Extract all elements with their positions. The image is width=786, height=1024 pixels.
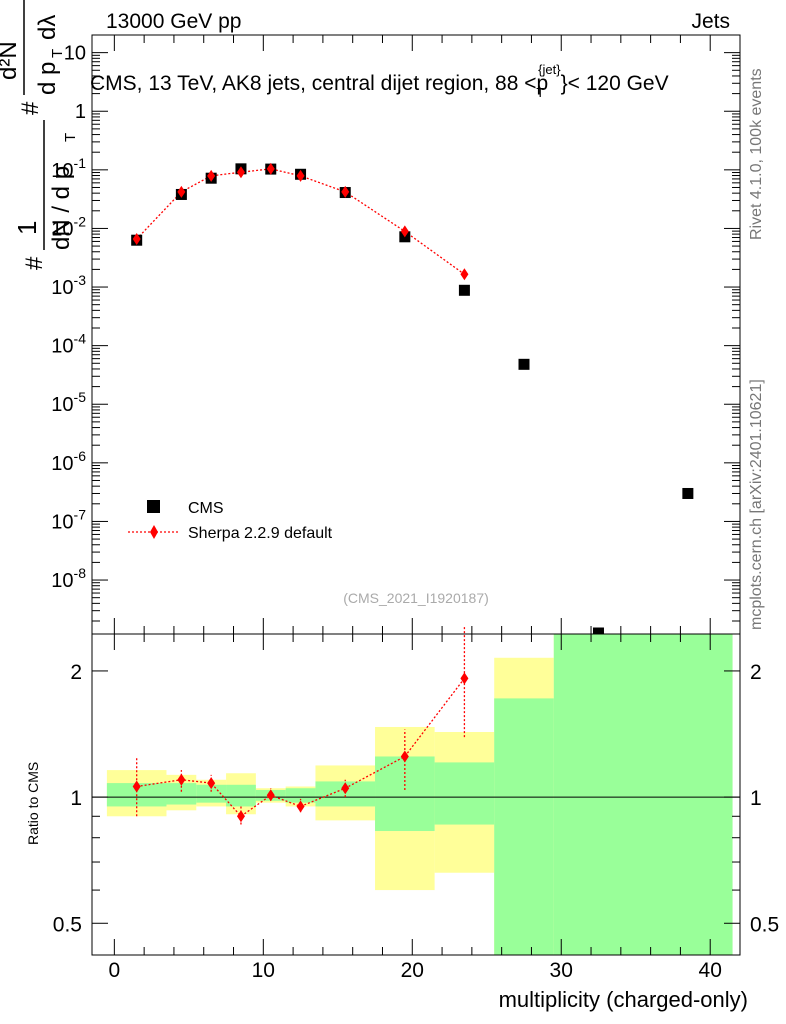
main-ytick-label: 10-6 xyxy=(51,448,86,475)
ratio-band-green xyxy=(226,784,256,807)
main-ytick-label: 10-5 xyxy=(51,389,86,416)
cms-point xyxy=(592,627,604,639)
cms-point xyxy=(518,358,530,370)
ratio-band-green xyxy=(553,634,733,955)
analysis-watermark: (CMS_2021_I1920187) xyxy=(343,590,489,606)
category-label: Jets xyxy=(691,10,730,33)
ratio-xtick-label: 10 xyxy=(252,959,275,982)
sherpa-point xyxy=(400,225,409,238)
legend: CMS Sherpa 2.2.9 default xyxy=(128,500,333,542)
title-sub: T xyxy=(536,85,544,100)
sherpa-point xyxy=(460,268,469,281)
ratio-xtick-label: 20 xyxy=(401,959,424,982)
main-ytick-label: 10-8 xyxy=(51,565,86,592)
ylabel-d2n: d²N xyxy=(0,41,22,80)
ylabel-t-sub: T xyxy=(62,133,79,142)
ratio-xtick-label: 30 xyxy=(550,959,573,982)
main-ylabel: # 1 dN / d p T # d²N d p T dλ xyxy=(0,0,79,270)
ratio-band-green xyxy=(434,762,495,825)
main-title: CMS, 13 TeV, AK8 jets, central dijet reg… xyxy=(90,62,669,100)
mcplots-label: mcplots.cern.ch [arXiv:2401.10621] xyxy=(748,379,765,630)
ylabel-t-sub-2: T xyxy=(49,49,66,58)
main-frame xyxy=(91,34,741,635)
ratio-band-green xyxy=(494,698,554,955)
legend-sherpa-marker xyxy=(150,525,158,539)
main-ytick-label: 10-4 xyxy=(51,331,86,358)
ratio-sherpa-point xyxy=(207,777,216,790)
ratio-ytick-label-right: 0.5 xyxy=(750,913,779,936)
ratio-band-green xyxy=(166,783,197,805)
ratio-xtick-label: 40 xyxy=(699,959,722,982)
main-ytick-label: 10 xyxy=(64,43,86,65)
ratio-xtick-label: 0 xyxy=(109,959,121,982)
ratio-band-green xyxy=(196,784,227,803)
main-ytick-label: 10-3 xyxy=(51,272,86,299)
ylabel-dn: dN / d p xyxy=(48,166,75,250)
ylabel-hash: # xyxy=(21,256,48,270)
main-plot: 10-8 10-7 10-6 10-5 10-4 10-3 10-2 10-1 1 10 xyxy=(51,34,741,639)
ylabel-hash-2: # xyxy=(17,101,44,115)
sherpa-point xyxy=(207,169,216,182)
main-ytick-label: 1 xyxy=(75,101,86,123)
legend-cms-marker xyxy=(147,500,160,513)
cms-point xyxy=(458,284,470,296)
main-ytick-label: 10-7 xyxy=(51,506,86,533)
main-ytick-label: 10-2 xyxy=(51,213,86,240)
main-ytick-label: 10-1 xyxy=(51,155,86,182)
ratio-ytick-label: 0.5 xyxy=(53,913,82,936)
ratio-frame xyxy=(91,633,741,956)
ratio-ylabel: Ratio to CMS xyxy=(25,762,41,845)
sherpa-point xyxy=(341,185,350,198)
sherpa-point xyxy=(296,169,305,182)
ratio-sherpa-point xyxy=(266,789,275,802)
ylabel-dlambda: dλ xyxy=(34,15,61,40)
rivet-label: Rivet 4.1.0, 100k events xyxy=(748,68,765,240)
energy-label: 13000 GeV pp xyxy=(106,10,241,33)
sherpa-point xyxy=(177,185,186,198)
title-right: }< 120 GeV xyxy=(561,72,669,95)
title-sup: {jet} xyxy=(538,62,561,77)
title-p: p xyxy=(537,72,549,95)
legend-cms-label: CMS xyxy=(188,500,224,517)
sherpa-point xyxy=(266,162,275,175)
ratio-ytick-label-right: 1 xyxy=(750,787,762,810)
ratio-sherpa-point xyxy=(400,750,409,763)
ratio-sherpa-point xyxy=(296,800,305,813)
ratio-band-green xyxy=(285,788,316,803)
ratio-sherpa-point xyxy=(460,672,469,685)
cms-point xyxy=(682,487,694,499)
ratio-sherpa-point xyxy=(341,782,350,795)
sherpa-point xyxy=(132,233,141,246)
sherpa-point xyxy=(236,166,245,179)
xaxis-label: multiplicity (charged-only) xyxy=(499,987,748,1012)
ratio-sherpa-point xyxy=(177,773,186,786)
ratio-ytick-label: 2 xyxy=(70,661,82,684)
sherpa-line xyxy=(136,168,465,275)
ratio-sherpa-point xyxy=(236,810,245,823)
legend-sherpa-label: Sherpa 2.2.9 default xyxy=(188,525,333,542)
ratio-ytick-label-right: 2 xyxy=(750,661,762,684)
ylabel-one: 1 xyxy=(12,221,42,235)
ratio-ytick-label: 1 xyxy=(70,787,82,810)
ratio-sherpa-point xyxy=(132,780,141,793)
ratio-plot: 0.5 0.51 12 20 10 20 30 40 xyxy=(53,626,779,982)
ylabel-dpt: d p xyxy=(34,62,61,95)
title-left: CMS, 13 TeV, AK8 jets, central dijet reg… xyxy=(90,72,537,95)
